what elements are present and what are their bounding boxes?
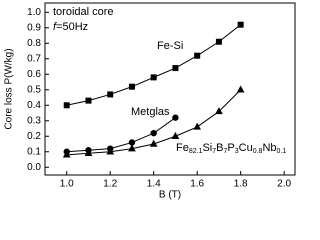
- annotation: toroidal core: [53, 6, 114, 18]
- series-label: Metglas: [131, 106, 170, 118]
- y-tick-label: 0.9: [27, 22, 41, 33]
- x-tick-label: 1.6: [190, 179, 204, 190]
- x-tick-label: 1.2: [103, 179, 117, 190]
- marker: [128, 83, 135, 90]
- series-line: [66, 117, 176, 153]
- y-tick-label: 0.1: [27, 146, 41, 157]
- marker: [150, 129, 157, 137]
- label-base: B: [216, 142, 223, 154]
- series-label: Fe-Si: [157, 40, 183, 52]
- marker: [107, 91, 114, 98]
- marker: [193, 122, 202, 130]
- x-tick-label: 2.0: [277, 179, 291, 190]
- frequency-label: f=50Hz: [53, 21, 88, 33]
- y-axis-label: Core loss P(W/kg): [4, 48, 15, 129]
- marker: [63, 102, 70, 109]
- marker: [236, 85, 245, 93]
- x-tick-label: 1.0: [60, 179, 74, 190]
- label-base: P: [227, 142, 234, 154]
- marker: [62, 150, 71, 158]
- label-base: Cu: [239, 142, 253, 154]
- label-subscript: 0.1: [277, 148, 287, 155]
- marker: [171, 131, 180, 139]
- x-tick-label: 1.8: [234, 179, 248, 190]
- frequency-text: =50Hz: [56, 21, 88, 33]
- plot-frame: [44, 2, 296, 176]
- y-tick-label: 0.4: [27, 100, 41, 111]
- label-subscript: 7: [224, 148, 228, 155]
- series-label: Fe82.1Si7B7P3Cu0.8Nb0.1: [176, 142, 286, 155]
- frequency-symbol: f: [53, 21, 57, 33]
- marker: [149, 139, 158, 147]
- label-subscript: 3: [235, 148, 239, 155]
- marker: [172, 114, 179, 121]
- marker: [237, 21, 244, 28]
- marker: [128, 144, 136, 152]
- chart: toroidal core f=50Hz B (T) Core loss P(W…: [4, 2, 296, 200]
- marker: [106, 147, 115, 155]
- marker: [172, 65, 179, 72]
- y-tick-label: 0.5: [27, 84, 41, 95]
- x-tick-label: 1.4: [147, 179, 161, 190]
- marker: [150, 74, 157, 81]
- y-tick-label: 0.0: [27, 162, 41, 173]
- x-axis-label: B (T): [159, 190, 181, 200]
- marker: [84, 148, 93, 157]
- label-subscript: 82.1: [189, 148, 203, 155]
- label-subscript: 7: [212, 148, 216, 155]
- y-tick-label: 0.3: [27, 115, 41, 126]
- y-tick-label: 0.6: [27, 69, 41, 80]
- label-base: Nb: [262, 142, 276, 154]
- marker: [194, 52, 201, 59]
- y-tick-label: 0.8: [27, 38, 41, 49]
- label-base: Si: [202, 142, 212, 154]
- marker: [85, 97, 92, 104]
- marker: [215, 38, 222, 45]
- y-tick-label: 0.7: [27, 53, 41, 64]
- y-tick-label: 0.2: [27, 131, 41, 142]
- label-subscript: 0.8: [253, 148, 263, 155]
- marker: [215, 107, 223, 115]
- label-base: Fe: [176, 142, 189, 154]
- y-tick-label: 1.0: [27, 7, 41, 18]
- series-line: [66, 24, 241, 106]
